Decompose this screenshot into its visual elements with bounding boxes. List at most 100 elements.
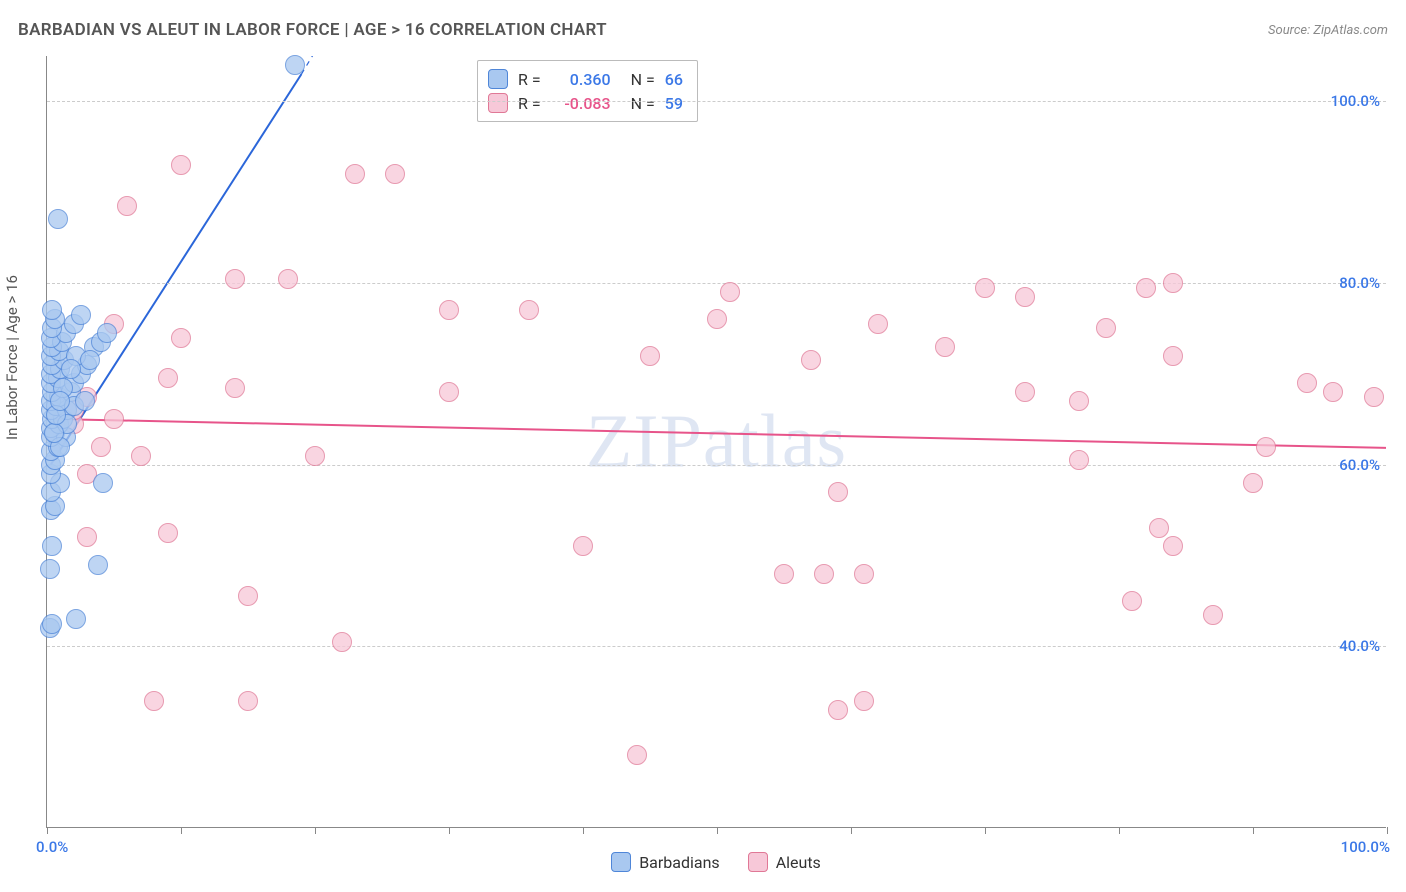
- aleuts-point: [1069, 450, 1089, 470]
- barbadians-point: [97, 323, 117, 343]
- aleuts-point: [225, 378, 245, 398]
- barbadians-point: [80, 350, 100, 370]
- barbadians-point: [48, 209, 68, 229]
- n-label: N =: [631, 70, 655, 89]
- gridline: [47, 465, 1386, 466]
- x-tick: [315, 827, 316, 834]
- legend: Barbadians Aleuts: [46, 852, 1386, 872]
- legend-item: Barbadians: [611, 852, 720, 872]
- x-tick: [47, 827, 48, 834]
- y-tick-label: 60.0%: [1339, 456, 1380, 474]
- r-value: 0.360: [551, 70, 611, 89]
- aleuts-point: [439, 300, 459, 320]
- aleuts-point: [332, 632, 352, 652]
- watermark: ZIPatlas: [586, 398, 847, 485]
- aleuts-point: [385, 164, 405, 184]
- x-tick: [717, 827, 718, 834]
- stats-box: R = 0.360 N = 66R = -0.083 N = 59: [477, 60, 698, 122]
- aleuts-point: [225, 269, 245, 289]
- aleuts-point: [171, 328, 191, 348]
- aleuts-point: [345, 164, 365, 184]
- y-axis-title: In Labor Force | Age > 16: [3, 275, 21, 440]
- aleuts-point: [144, 691, 164, 711]
- legend-item: Aleuts: [748, 852, 821, 872]
- aleuts-point: [640, 346, 660, 366]
- aleuts-point: [1122, 591, 1142, 611]
- aleuts-point: [305, 446, 325, 466]
- barbadians-point: [88, 555, 108, 575]
- aleuts-point: [854, 564, 874, 584]
- aleuts-point: [171, 155, 191, 175]
- aleuts-point: [1203, 605, 1223, 625]
- aleuts-point: [1149, 518, 1169, 538]
- aleuts-point: [828, 482, 848, 502]
- aleuts-point: [238, 691, 258, 711]
- legend-swatch: [611, 852, 631, 872]
- aleuts-point: [91, 437, 111, 457]
- chart-title: BARBADIAN VS ALEUT IN LABOR FORCE | AGE …: [18, 20, 607, 40]
- x-tick: [1253, 827, 1254, 834]
- x-tick: [181, 827, 182, 834]
- aleuts-point: [868, 314, 888, 334]
- n-value: 66: [665, 70, 683, 89]
- stats-row: R = -0.083 N = 59: [488, 91, 683, 115]
- gridline: [47, 283, 1386, 284]
- r-value: -0.083: [551, 94, 611, 113]
- aleuts-point: [1256, 437, 1276, 457]
- gridline: [47, 646, 1386, 647]
- aleuts-point: [935, 337, 955, 357]
- barbadians-point: [42, 614, 62, 634]
- aleuts-point: [854, 691, 874, 711]
- source-attribution: Source: ZipAtlas.com: [1268, 23, 1388, 38]
- barbadians-point: [50, 391, 70, 411]
- y-tick-label: 80.0%: [1339, 274, 1380, 292]
- aleuts-point: [77, 527, 97, 547]
- stats-row: R = 0.360 N = 66: [488, 67, 683, 91]
- barbadians-point: [40, 559, 60, 579]
- barbadians-point: [61, 359, 81, 379]
- series-swatch: [488, 69, 508, 89]
- barbadians-point: [93, 473, 113, 493]
- x-tick: [985, 827, 986, 834]
- aleuts-point: [801, 350, 821, 370]
- aleuts-point: [707, 309, 727, 329]
- aleuts-point: [1243, 473, 1263, 493]
- x-tick: [851, 827, 852, 834]
- legend-label: Barbadians: [639, 853, 720, 872]
- legend-swatch: [748, 852, 768, 872]
- x-tick: [583, 827, 584, 834]
- regression-lines: [47, 56, 1386, 827]
- aleuts-point: [439, 382, 459, 402]
- chart-frame: BARBADIAN VS ALEUT IN LABOR FORCE | AGE …: [0, 0, 1406, 892]
- aleuts-point: [1136, 278, 1156, 298]
- y-tick-label: 40.0%: [1339, 637, 1380, 655]
- aleuts-point: [1015, 287, 1035, 307]
- aleuts-point: [1015, 382, 1035, 402]
- n-value: 59: [665, 94, 683, 113]
- aleuts-point: [1163, 346, 1183, 366]
- aleuts-point: [720, 282, 740, 302]
- y-tick-label: 100.0%: [1331, 92, 1380, 110]
- aleuts-point: [627, 745, 647, 765]
- series-swatch: [488, 93, 508, 113]
- aleuts-point: [117, 196, 137, 216]
- aleuts-point: [519, 300, 539, 320]
- barbadians-point: [42, 536, 62, 556]
- aleuts-point: [278, 269, 298, 289]
- aleuts-point: [104, 409, 124, 429]
- n-label: N =: [631, 94, 655, 113]
- r-label: R =: [518, 94, 541, 113]
- gridline: [47, 101, 1386, 102]
- aleuts-point: [1323, 382, 1343, 402]
- title-bar: BARBADIAN VS ALEUT IN LABOR FORCE | AGE …: [18, 20, 1388, 40]
- aleuts-point: [774, 564, 794, 584]
- aleuts-point: [814, 564, 834, 584]
- aleuts-point: [158, 523, 178, 543]
- aleuts-point: [828, 700, 848, 720]
- plot-area: ZIPatlas R = 0.360 N = 66R = -0.083 N = …: [46, 56, 1386, 828]
- barbadians-point: [42, 300, 62, 320]
- aleuts-point: [1096, 318, 1116, 338]
- aleuts-point: [1364, 387, 1384, 407]
- aleuts-point: [238, 586, 258, 606]
- aleuts-point: [1163, 273, 1183, 293]
